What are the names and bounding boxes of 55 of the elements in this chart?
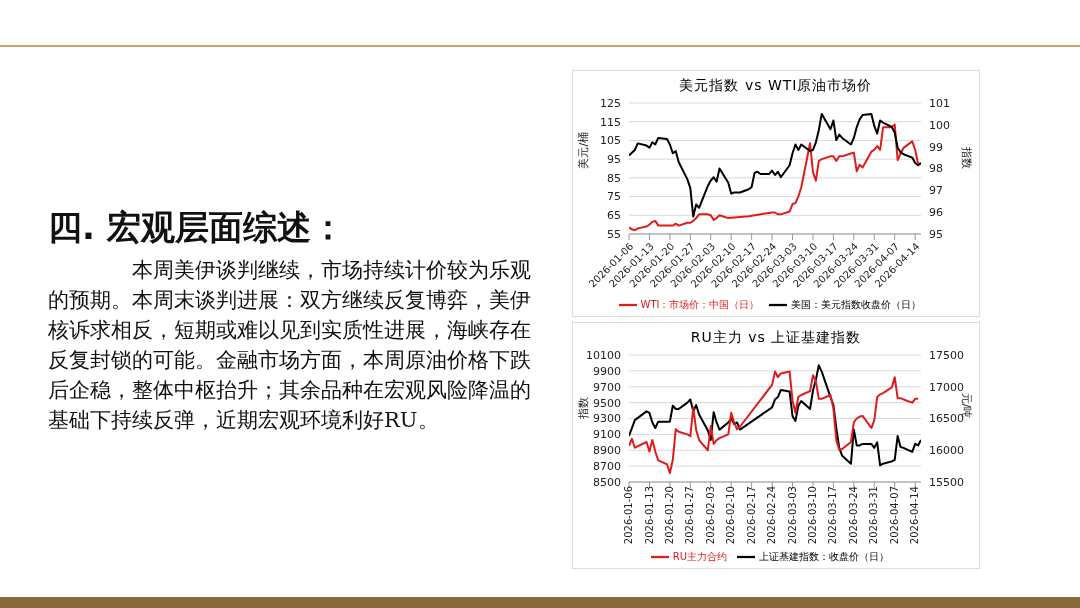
- x-tick-label: 2026-01-06: [623, 486, 635, 545]
- legend-label: WTI：市场价：中国（日）: [640, 299, 760, 310]
- chart-title: 美元指数 vs WTI原油市场价: [678, 77, 874, 95]
- y-tick-label: 55: [607, 227, 621, 241]
- y-tick-label: 8900: [593, 444, 621, 458]
- y-tick-label: 8500: [593, 475, 621, 489]
- x-tick-label: 2026-03-03: [786, 486, 798, 545]
- y-axis-title: 指数: [576, 396, 590, 420]
- y2-tick-label: 17500: [929, 348, 964, 362]
- x-tick-label: 2026-02-10: [725, 486, 737, 545]
- y2-tick-label: 98: [929, 162, 943, 176]
- y-tick-label: 125: [600, 96, 621, 110]
- legend-label: 上证基建指数：收盘价（日）: [759, 551, 890, 562]
- y2-tick-label: 17000: [929, 380, 964, 394]
- x-tick-label: 2026-03-24: [847, 486, 859, 545]
- y-tick-label: 95: [607, 153, 621, 167]
- y-tick-label: 9500: [593, 396, 621, 410]
- y2-tick-label: 96: [929, 206, 943, 220]
- y2-tick-label: 95: [929, 227, 943, 241]
- y-tick-label: 10100: [586, 348, 621, 362]
- line-series: [629, 112, 921, 218]
- y2-axis-title: 指数: [960, 145, 974, 169]
- x-tick-label: 2026-01-20: [663, 486, 675, 545]
- y-tick-label: 115: [600, 115, 621, 129]
- legend-label: 美国：美元指数收盘价（日）: [791, 299, 922, 310]
- x-tick-label: 2026-02-03: [704, 486, 716, 545]
- x-tick-label: 2026-02-17: [745, 486, 757, 545]
- x-tick-label: 2026-01-27: [684, 486, 696, 545]
- y2-tick-label: 15500: [929, 475, 964, 489]
- y-axis-title: 美元/桶: [576, 131, 590, 169]
- y-tick-label: 9900: [593, 364, 621, 378]
- x-tick-label: 2026-04-07: [888, 486, 900, 545]
- y2-tick-label: 97: [929, 184, 943, 198]
- x-tick-label: 2026-01-13: [643, 486, 655, 545]
- y-tick-label: 75: [607, 190, 621, 204]
- y-tick-label: 85: [607, 171, 621, 185]
- text: 本周美伊谈判继续，市场持续计价较为乐观的预期。本周末谈判进展：双方继续反复博弈，美伊核诉求相反，短期或难以见到实质性进展，海峡存在反复封锁的可能。金融市场方面，本周原油价格下跌后企稳，整体中枢抬升；其余品种在宏观风险降温的基础下持续反弹，近期宏观环境利好RU。: [48, 257, 532, 434]
- x-tick-label: 2026-03-10: [807, 486, 819, 545]
- chart-title: RU主力 vs 上证基建指数: [689, 329, 863, 347]
- legend-label: RU主力合约: [672, 551, 728, 562]
- y-tick-label: 105: [600, 134, 621, 148]
- y2-tick-label: 16000: [929, 444, 964, 458]
- y2-tick-label: 101: [929, 96, 950, 110]
- y-tick-label: 9100: [593, 428, 621, 442]
- x-tick-label: 2026-04-14: [909, 486, 921, 545]
- text: 四. 宏观层面综述：: [48, 206, 346, 249]
- y-tick-label: 8700: [593, 460, 621, 474]
- x-tick-label: 2026-03-31: [868, 486, 880, 545]
- y2-tick-label: 100: [929, 118, 950, 132]
- y2-tick-label: 99: [929, 140, 943, 154]
- y-tick-label: 9300: [593, 412, 621, 426]
- y-tick-label: 65: [607, 209, 621, 223]
- x-tick-label: 2026-03-17: [827, 486, 839, 545]
- y-tick-label: 9700: [593, 380, 621, 394]
- x-tick-label: 2026-02-24: [766, 486, 778, 545]
